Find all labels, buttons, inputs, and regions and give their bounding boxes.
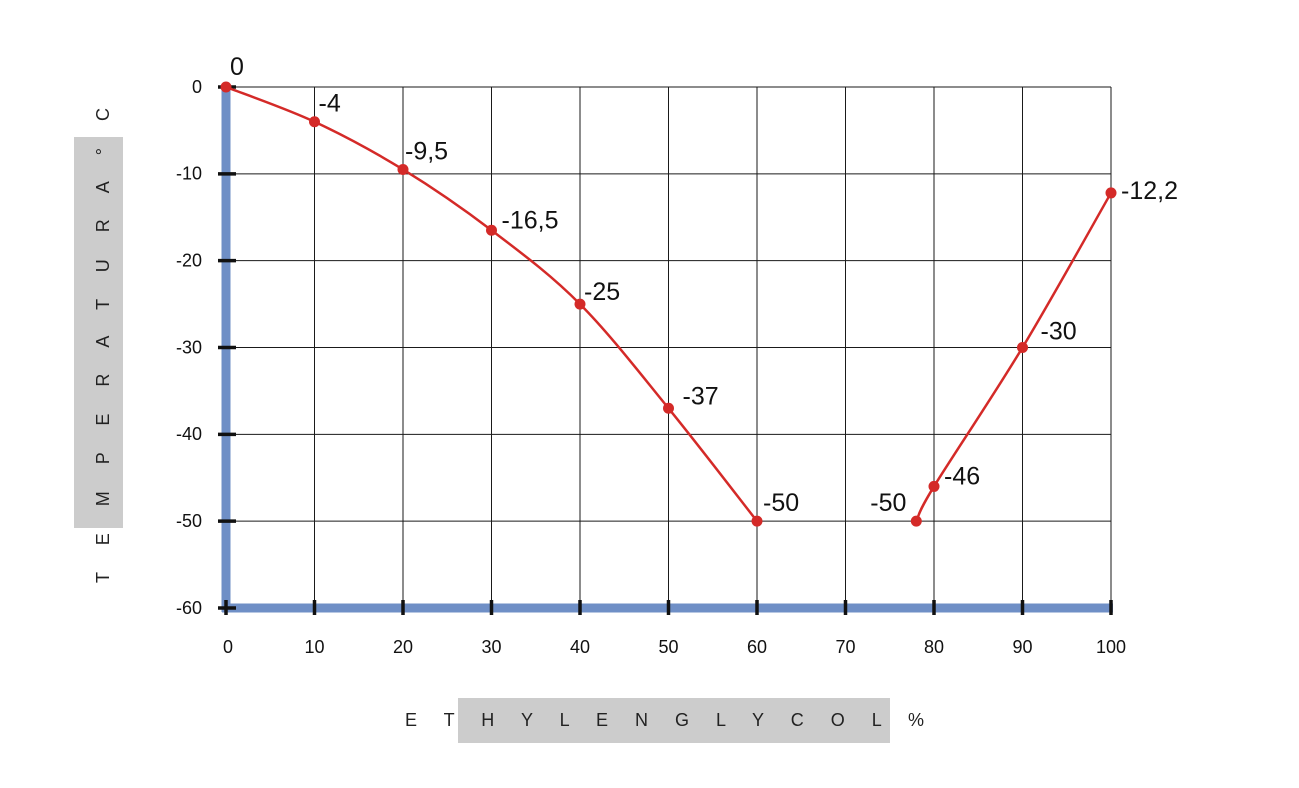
x-tick-label: 80 xyxy=(924,637,944,657)
x-tick-label: 20 xyxy=(393,637,413,657)
data-point xyxy=(574,298,586,310)
x-tick-label: 50 xyxy=(658,637,678,657)
data-point xyxy=(486,224,497,236)
x-tick-label: 90 xyxy=(1012,637,1032,657)
x-tick-label: 70 xyxy=(835,637,855,657)
y-tick-label: -20 xyxy=(176,250,202,270)
y-axis-title-box: T E M P E R A T U R A ° C xyxy=(74,97,123,583)
data-label: -9,5 xyxy=(405,137,448,165)
data-point xyxy=(397,163,409,175)
x-tick-label: 0 xyxy=(223,637,233,657)
y-tick-label: -40 xyxy=(176,424,202,444)
tick-marks xyxy=(218,85,1113,615)
data-point xyxy=(1017,342,1028,353)
data-label: -12,2 xyxy=(1121,177,1178,205)
data-label: -4 xyxy=(319,90,341,118)
data-point xyxy=(220,81,232,93)
data-label: -25 xyxy=(584,278,620,306)
data-label: -50 xyxy=(763,489,799,517)
tick-labels: 0 -10 -20 -30 -40 -50 -60 0 10 20 30 40 50 60 70 80 90 10… xyxy=(176,77,1126,657)
x-tick-label: 30 xyxy=(481,637,501,657)
data-point xyxy=(910,515,922,527)
x-tick-label: 40 xyxy=(570,637,590,657)
data-label: 0 xyxy=(230,53,244,81)
x-tick-label: 60 xyxy=(747,637,767,657)
data-point xyxy=(751,515,763,527)
data-label: -50 xyxy=(870,489,906,517)
data-point xyxy=(309,116,320,128)
data-point xyxy=(1105,187,1117,199)
series-line-2 xyxy=(915,192,1113,522)
y-tick-label: 0 xyxy=(192,77,202,97)
data-label: -46 xyxy=(944,462,980,490)
y-tick-label: -50 xyxy=(176,511,202,531)
data-labels: 0 -4 -9,5 -16,5 -25 -37 -50 -50 -46 -30 -12,2 xyxy=(230,53,1178,517)
x-axis-title: E T H Y L E N G L Y C O L % xyxy=(405,710,935,730)
y-axis-title: T E M P E R A T U R A ° C xyxy=(93,97,113,583)
grid xyxy=(226,86,1112,608)
data-label: -16,5 xyxy=(502,206,559,234)
axes xyxy=(221,85,1113,613)
y-tick-label: -10 xyxy=(176,164,202,184)
x-tick-label: 100 xyxy=(1096,637,1126,657)
data-label: -30 xyxy=(1041,318,1077,346)
y-tick-label: -60 xyxy=(176,598,202,618)
y-tick-label: -30 xyxy=(176,337,202,357)
data-points xyxy=(220,81,1117,527)
data-label: -37 xyxy=(683,382,719,410)
data-point xyxy=(928,480,940,492)
x-axis-title-box: E T H Y L E N G L Y C O L % xyxy=(405,698,935,743)
data-point xyxy=(663,402,674,414)
x-tick-label: 10 xyxy=(304,637,324,657)
